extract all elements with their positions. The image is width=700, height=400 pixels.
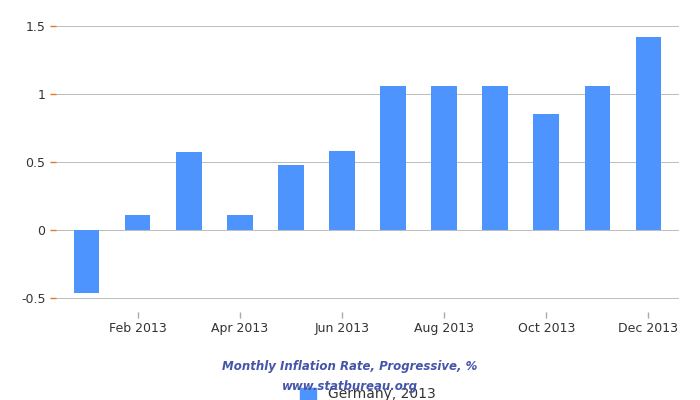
Bar — [329, 151, 355, 230]
Bar — [278, 165, 304, 230]
Bar — [482, 86, 508, 230]
Bar — [533, 114, 559, 230]
Bar — [431, 86, 457, 230]
Bar — [227, 215, 253, 230]
Bar — [636, 36, 661, 230]
Bar — [74, 230, 99, 293]
Bar — [125, 215, 150, 230]
Bar — [176, 152, 202, 230]
Text: www.statbureau.org: www.statbureau.org — [282, 380, 418, 393]
Legend: Germany, 2013: Germany, 2013 — [300, 387, 435, 400]
Bar — [584, 86, 610, 230]
Bar — [380, 86, 406, 230]
Text: Monthly Inflation Rate, Progressive, %: Monthly Inflation Rate, Progressive, % — [223, 360, 477, 373]
